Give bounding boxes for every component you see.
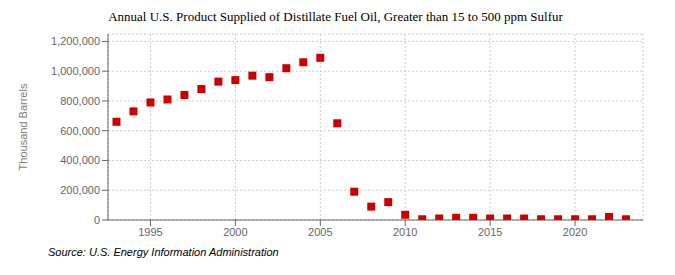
svg-text:0: 0: [94, 214, 100, 226]
svg-text:2005: 2005: [308, 226, 332, 238]
svg-text:600,000: 600,000: [60, 125, 100, 137]
svg-text:1,000,000: 1,000,000: [51, 65, 100, 77]
svg-text:2015: 2015: [478, 226, 502, 238]
svg-text:200,000: 200,000: [60, 184, 100, 196]
html-text:Source: U.S. Energy Informatio: Source: U.S. Energy Information Administ…: [48, 246, 279, 258]
svg-text:2020: 2020: [563, 226, 587, 238]
svg-text:1995: 1995: [138, 226, 162, 238]
html-text:Annual U.S. Product Supplied o: Annual U.S. Product Supplied of Distilla…: [108, 9, 563, 24]
svg-text:2010: 2010: [393, 226, 417, 238]
svg-text:2000: 2000: [223, 226, 247, 238]
svg-text:Thousand Barrels: Thousand Barrels: [17, 83, 29, 170]
svg-text:400,000: 400,000: [60, 154, 100, 166]
svg-text:800,000: 800,000: [60, 95, 100, 107]
svg-text:1,200,000: 1,200,000: [51, 35, 100, 47]
